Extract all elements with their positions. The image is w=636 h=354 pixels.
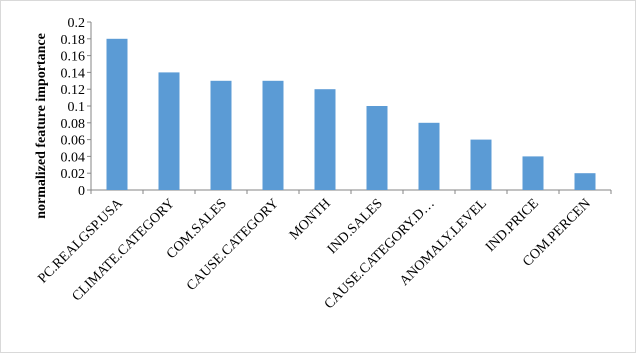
y-tick-label: 0.12: [61, 83, 86, 98]
bar: [314, 89, 336, 190]
bars: [106, 38, 596, 190]
bar: [106, 38, 128, 190]
x-tick-label: CLIMATE.CATEGORY: [70, 196, 178, 304]
y-tick-labels: 0 0.02 0.040.06 0.08 0.1 0.12 0.140.16 0.18 0.2: [61, 16, 86, 199]
bar: [522, 156, 544, 190]
y-tick-label: 0.08: [61, 117, 86, 132]
y-tick-label: 0.02: [61, 167, 86, 182]
x-tick-label: MONTH: [287, 196, 334, 243]
bar: [158, 72, 180, 190]
y-tick-label: 0.16: [61, 50, 86, 65]
bar: [262, 80, 284, 190]
y-tick-label: 0.2: [68, 16, 86, 31]
x-tick-labels: PC.REALGSP.USACLIMATE.CATEGORYCOM.SALESC…: [35, 196, 593, 313]
x-tick-label: ANOMALY.LEVEL: [397, 196, 490, 289]
y-tick-label: 0.06: [61, 134, 86, 149]
y-axis-label: normalized feature importance: [34, 33, 49, 219]
y-tick-label: 0.18: [61, 33, 86, 48]
y-tick-label: 0.14: [61, 66, 86, 81]
bar: [470, 139, 492, 190]
y-tick-label: 0.04: [61, 150, 86, 165]
bar: [210, 80, 232, 190]
bar: [418, 122, 440, 190]
x-tick-label: CAUSE.CATEGORY: [184, 196, 282, 294]
y-tick-label: 0.1: [68, 100, 86, 115]
y-tick-label: 0: [78, 184, 85, 199]
x-tick-label: PC.REALGSP.USA: [35, 196, 126, 287]
bar: [574, 173, 596, 190]
bar: [366, 106, 388, 190]
